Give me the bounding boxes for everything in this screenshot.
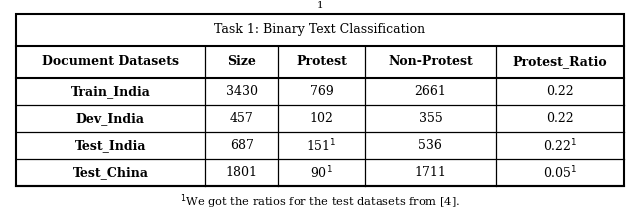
- Text: Size: Size: [227, 55, 256, 68]
- Text: 0.05$^{1}$: 0.05$^{1}$: [543, 164, 577, 181]
- Bar: [16, 14, 624, 186]
- Text: 3430: 3430: [226, 85, 258, 98]
- Text: 355: 355: [419, 112, 442, 125]
- Text: 1711: 1711: [415, 166, 446, 179]
- Text: 151$^{1}$: 151$^{1}$: [307, 137, 337, 154]
- Text: 90$^{1}$: 90$^{1}$: [310, 164, 333, 181]
- Text: Document Datasets: Document Datasets: [42, 55, 179, 68]
- Text: Test_China: Test_China: [72, 166, 148, 179]
- Text: Protest_Ratio: Protest_Ratio: [513, 55, 607, 68]
- Text: 0.22: 0.22: [546, 112, 574, 125]
- Text: 0.22$^{1}$: 0.22$^{1}$: [543, 137, 577, 154]
- Text: 687: 687: [230, 139, 253, 152]
- Text: Train_India: Train_India: [70, 85, 150, 98]
- Text: 769: 769: [310, 85, 333, 98]
- Text: 102: 102: [310, 112, 333, 125]
- Text: 0.22: 0.22: [546, 85, 574, 98]
- Text: 2661: 2661: [415, 85, 446, 98]
- Text: 457: 457: [230, 112, 253, 125]
- Text: 1: 1: [317, 1, 323, 10]
- Text: Non-Protest: Non-Protest: [388, 55, 473, 68]
- Text: Dev_India: Dev_India: [76, 112, 145, 125]
- Text: $^{1}$We got the ratios for the test datasets from [4].: $^{1}$We got the ratios for the test dat…: [180, 192, 460, 208]
- Text: Task 1: Binary Text Classification: Task 1: Binary Text Classification: [214, 23, 426, 36]
- Text: 536: 536: [419, 139, 442, 152]
- Text: 1801: 1801: [226, 166, 258, 179]
- Text: Protest: Protest: [296, 55, 347, 68]
- Text: Test_India: Test_India: [75, 139, 146, 152]
